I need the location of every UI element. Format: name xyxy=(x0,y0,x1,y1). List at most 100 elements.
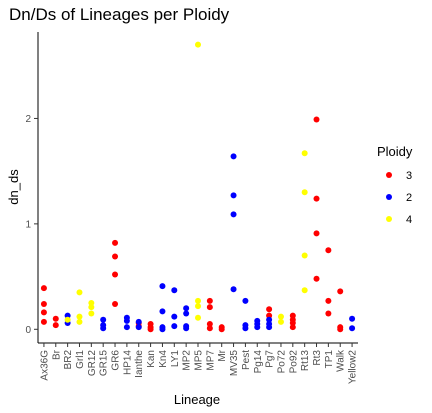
data-point xyxy=(349,315,356,322)
data-point xyxy=(325,247,332,254)
data-point xyxy=(337,326,344,333)
x-tick-label: Rt13 xyxy=(300,350,311,372)
legend-label: 4 xyxy=(406,214,412,226)
data-point xyxy=(289,324,296,331)
x-tick-label: Po72 xyxy=(276,350,287,374)
data-point xyxy=(230,153,237,160)
series-ploidy-2 xyxy=(64,153,356,333)
data-point xyxy=(76,313,83,320)
data-point xyxy=(230,192,237,199)
data-point xyxy=(159,283,166,290)
data-point xyxy=(313,195,320,202)
data-point xyxy=(88,299,95,306)
data-point xyxy=(313,230,320,237)
data-point xyxy=(135,324,142,331)
x-axis: Ax36G Br BR2 Grl1 GR12 GR15 GR6 HP14 Ianthe Kan Kn… xyxy=(38,342,359,385)
data-point xyxy=(171,313,178,320)
data-point xyxy=(135,318,142,325)
data-point xyxy=(183,325,190,332)
x-tick-label: GR12 xyxy=(87,350,98,377)
data-point xyxy=(206,321,213,328)
x-tick-label: Pg14 xyxy=(253,350,264,374)
x-tick-label: Po92 xyxy=(288,350,299,374)
x-tick-label: Kn4 xyxy=(158,350,169,368)
x-tick-label: Rt3 xyxy=(312,350,323,366)
x-tick-label: Ax36G xyxy=(39,350,50,381)
data-point xyxy=(147,326,154,333)
data-point xyxy=(40,309,47,316)
data-point xyxy=(325,297,332,304)
data-point xyxy=(301,287,308,294)
x-tick-label: Kan xyxy=(146,350,157,368)
data-point xyxy=(40,300,47,307)
data-point xyxy=(313,116,320,123)
data-point xyxy=(100,325,107,332)
data-point xyxy=(76,318,83,325)
x-tick-label: HP14 xyxy=(122,350,133,375)
data-point xyxy=(242,297,249,304)
data-point xyxy=(171,287,178,294)
data-point xyxy=(171,323,178,330)
data-point xyxy=(277,313,284,320)
data-point xyxy=(64,316,71,323)
x-tick-label: TP1 xyxy=(324,350,335,369)
data-point xyxy=(218,326,225,333)
data-point xyxy=(301,150,308,157)
x-tick-label: Pg7 xyxy=(265,350,276,368)
data-point xyxy=(206,304,213,311)
y-tick-label: 2 xyxy=(25,114,31,125)
x-axis-title: Lineage xyxy=(174,392,220,407)
legend-label: 3 xyxy=(406,170,412,182)
data-point xyxy=(206,297,213,304)
data-point xyxy=(277,318,284,325)
data-point xyxy=(301,189,308,196)
data-point xyxy=(64,312,71,319)
series-ploidy-4 xyxy=(64,41,308,325)
data-point xyxy=(112,300,119,307)
data-point xyxy=(88,304,95,311)
data-point xyxy=(313,275,320,282)
data-point xyxy=(112,239,119,246)
data-point xyxy=(40,318,47,325)
data-point xyxy=(206,325,213,332)
data-point xyxy=(349,325,356,332)
data-point xyxy=(159,308,166,315)
data-point xyxy=(123,324,130,331)
x-tick-label: GR15 xyxy=(99,350,110,377)
x-tick-label: GR6 xyxy=(111,350,122,371)
data-point xyxy=(266,306,273,313)
x-tick-label: Pest xyxy=(241,350,252,370)
data-point xyxy=(195,297,201,304)
data-point xyxy=(266,312,273,319)
data-point xyxy=(123,317,130,324)
data-point xyxy=(195,303,201,310)
chart-title: Dn/Ds of Lineages per Ploidy xyxy=(9,5,230,24)
data-point xyxy=(112,271,119,278)
data-point xyxy=(112,253,119,260)
x-tick-label: Yellow2 xyxy=(348,350,359,385)
plot-area xyxy=(40,41,356,333)
data-point xyxy=(325,310,332,317)
x-tick-label: Mr xyxy=(217,349,228,361)
data-point xyxy=(337,288,344,295)
x-tick-label: MP7 xyxy=(205,350,216,371)
x-tick-label: MP2 xyxy=(182,350,193,371)
data-point xyxy=(289,312,296,319)
data-point xyxy=(301,252,308,259)
x-tick-label: Ianthe xyxy=(134,350,145,378)
data-point xyxy=(230,211,237,218)
y-axis-title: dn_ds xyxy=(6,169,21,205)
data-point xyxy=(230,286,237,293)
data-point xyxy=(254,324,261,331)
x-tick-label: Br xyxy=(51,349,62,360)
y-tick-label: 1 xyxy=(25,219,31,230)
legend-label: 2 xyxy=(406,192,412,204)
data-point xyxy=(195,41,201,48)
x-tick-label: BR2 xyxy=(63,350,74,370)
data-point xyxy=(40,285,47,292)
series-ploidy-3 xyxy=(40,116,344,333)
y-axis: 0 1 2 xyxy=(25,32,39,343)
data-point xyxy=(195,314,201,321)
x-tick-label: Walk xyxy=(336,349,347,372)
